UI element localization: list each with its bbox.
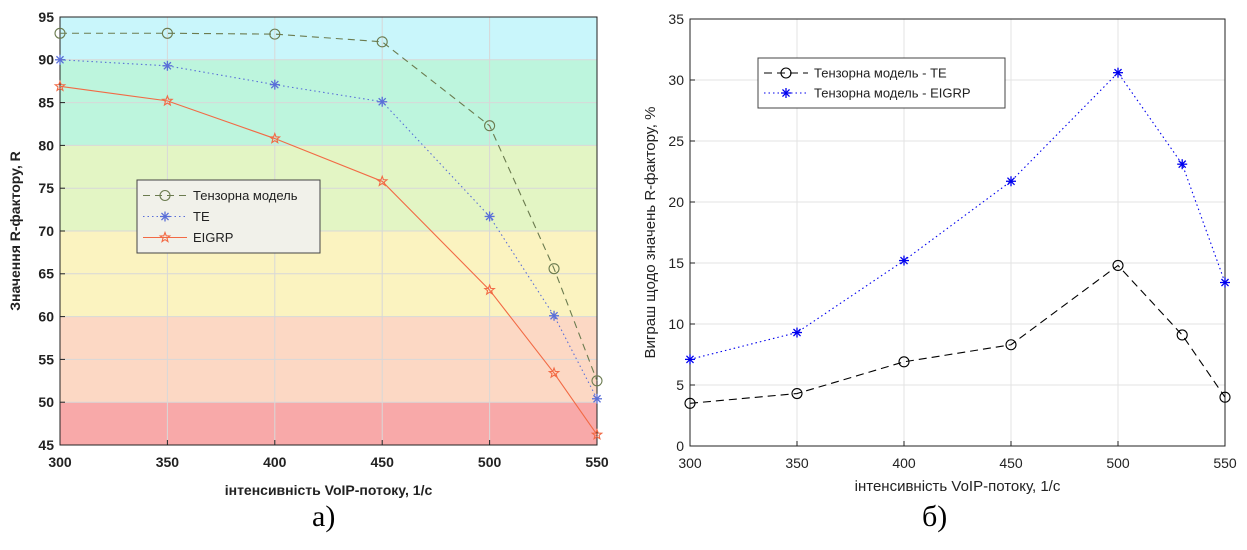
- y-tick-label: 85: [38, 95, 54, 111]
- y-tick-label: 35: [668, 11, 684, 27]
- legend-label: Тензорна модель: [193, 188, 298, 203]
- plot-frame: [689, 18, 1226, 447]
- data-point: [1177, 159, 1188, 170]
- data-point: [1112, 259, 1124, 271]
- data-point: [684, 397, 696, 409]
- data-point: [548, 263, 560, 275]
- data-point: [269, 79, 280, 90]
- data-point: [484, 120, 496, 132]
- y-tick-label: 10: [668, 316, 684, 332]
- data-point: [792, 327, 802, 338]
- x-tick-label: 300: [678, 455, 702, 471]
- x-axis-label: інтенсивність VoIP-потоку, 1/с: [855, 478, 1061, 495]
- x-tick-label: 450: [999, 455, 1023, 471]
- x-tick-label: 550: [1213, 455, 1237, 471]
- data-point: [54, 27, 66, 39]
- data-point: [899, 255, 909, 266]
- x-tick-label: 550: [585, 454, 609, 470]
- y-tick-label: 50: [38, 394, 54, 410]
- legend-marker: [159, 189, 171, 202]
- data-point: [268, 131, 282, 144]
- x-tick-label: 400: [263, 454, 287, 470]
- y-tick-label: 15: [668, 255, 684, 271]
- x-tick-label: 500: [1106, 455, 1130, 471]
- data-point: [375, 174, 389, 187]
- data-point: [591, 375, 603, 387]
- data-point: [376, 36, 388, 48]
- y-tick-label: 90: [38, 52, 54, 68]
- y-tick-label: 55: [38, 351, 54, 367]
- legend-label: Тензорна модель - TE: [814, 66, 947, 81]
- legend-marker: [780, 67, 792, 79]
- data-point: [53, 79, 67, 92]
- y-tick-label: 5: [676, 377, 684, 393]
- chart-b: 300 350 400 450 500 550 0 5 10 15 20 25 30 35 інтенсив…: [642, 11, 1237, 495]
- data-point: [269, 28, 281, 40]
- data-point: [55, 54, 65, 65]
- data-point: [590, 428, 604, 441]
- caption-a: а): [312, 500, 336, 533]
- data-point: [161, 94, 174, 107]
- legend-box: [757, 57, 1006, 109]
- y-tick-label: 25: [668, 133, 684, 149]
- y-tick-label: 20: [668, 194, 684, 210]
- data-point: [1005, 339, 1017, 351]
- caption-b: б): [922, 500, 948, 533]
- y-tick-label: 65: [38, 266, 54, 282]
- x-tick-label: 350: [156, 454, 180, 470]
- series-line-0: [689, 264, 1226, 404]
- y-tick-label: 60: [38, 309, 54, 325]
- data-point: [161, 27, 173, 39]
- data-point: [483, 283, 496, 296]
- data-point: [592, 393, 602, 404]
- legend-marker: [158, 230, 172, 243]
- data-point: [377, 96, 388, 107]
- y-tick-label: 30: [668, 72, 684, 88]
- y-tick-label: 70: [38, 223, 54, 239]
- x-tick-label: 350: [785, 455, 809, 471]
- legend-marker: [160, 211, 170, 222]
- legend-label: TE: [193, 209, 210, 224]
- data-point: [1006, 176, 1016, 187]
- data-point: [898, 356, 910, 368]
- y-tick-label: 80: [38, 137, 54, 153]
- data-point: [685, 354, 695, 365]
- data-point: [1176, 329, 1188, 341]
- series-line-2: [59, 85, 598, 436]
- y-tick-label: 95: [38, 9, 54, 25]
- x-tick-label: 400: [892, 455, 916, 471]
- chart-a: 300 350 400 450 500 550 45 50 55 60 65 70 75 80 85 90 95…: [7, 9, 609, 498]
- data-point: [791, 387, 803, 400]
- x-axis-label: інтенсивність VoIP-потоку, 1/с: [225, 482, 433, 498]
- data-point: [549, 310, 560, 321]
- data-point: [484, 211, 495, 222]
- data-point: [1219, 391, 1231, 403]
- data-point: [1113, 67, 1123, 78]
- x-tick-label: 450: [371, 454, 395, 470]
- data-point: [162, 60, 173, 71]
- y-tick-label: 0: [676, 438, 684, 454]
- x-tick-label: 500: [478, 454, 502, 470]
- legend-label: EIGRP: [193, 230, 233, 245]
- series-line-1: [689, 71, 1226, 360]
- legend-label: Тензорна модель - EIGRP: [814, 86, 971, 101]
- y-axis-label: Значення R-фактору, R: [7, 151, 23, 311]
- y-axis-label: Виграш щодо значень R-фактору, %: [642, 107, 659, 359]
- y-tick-label: 45: [38, 437, 54, 453]
- y-tick-label: 75: [38, 180, 54, 196]
- background-band-5: [60, 402, 597, 445]
- x-tick-label: 300: [48, 454, 72, 470]
- data-point: [547, 366, 561, 379]
- legend-marker: [781, 88, 791, 98]
- series-line-0: [60, 32, 598, 381]
- data-point: [1220, 277, 1230, 288]
